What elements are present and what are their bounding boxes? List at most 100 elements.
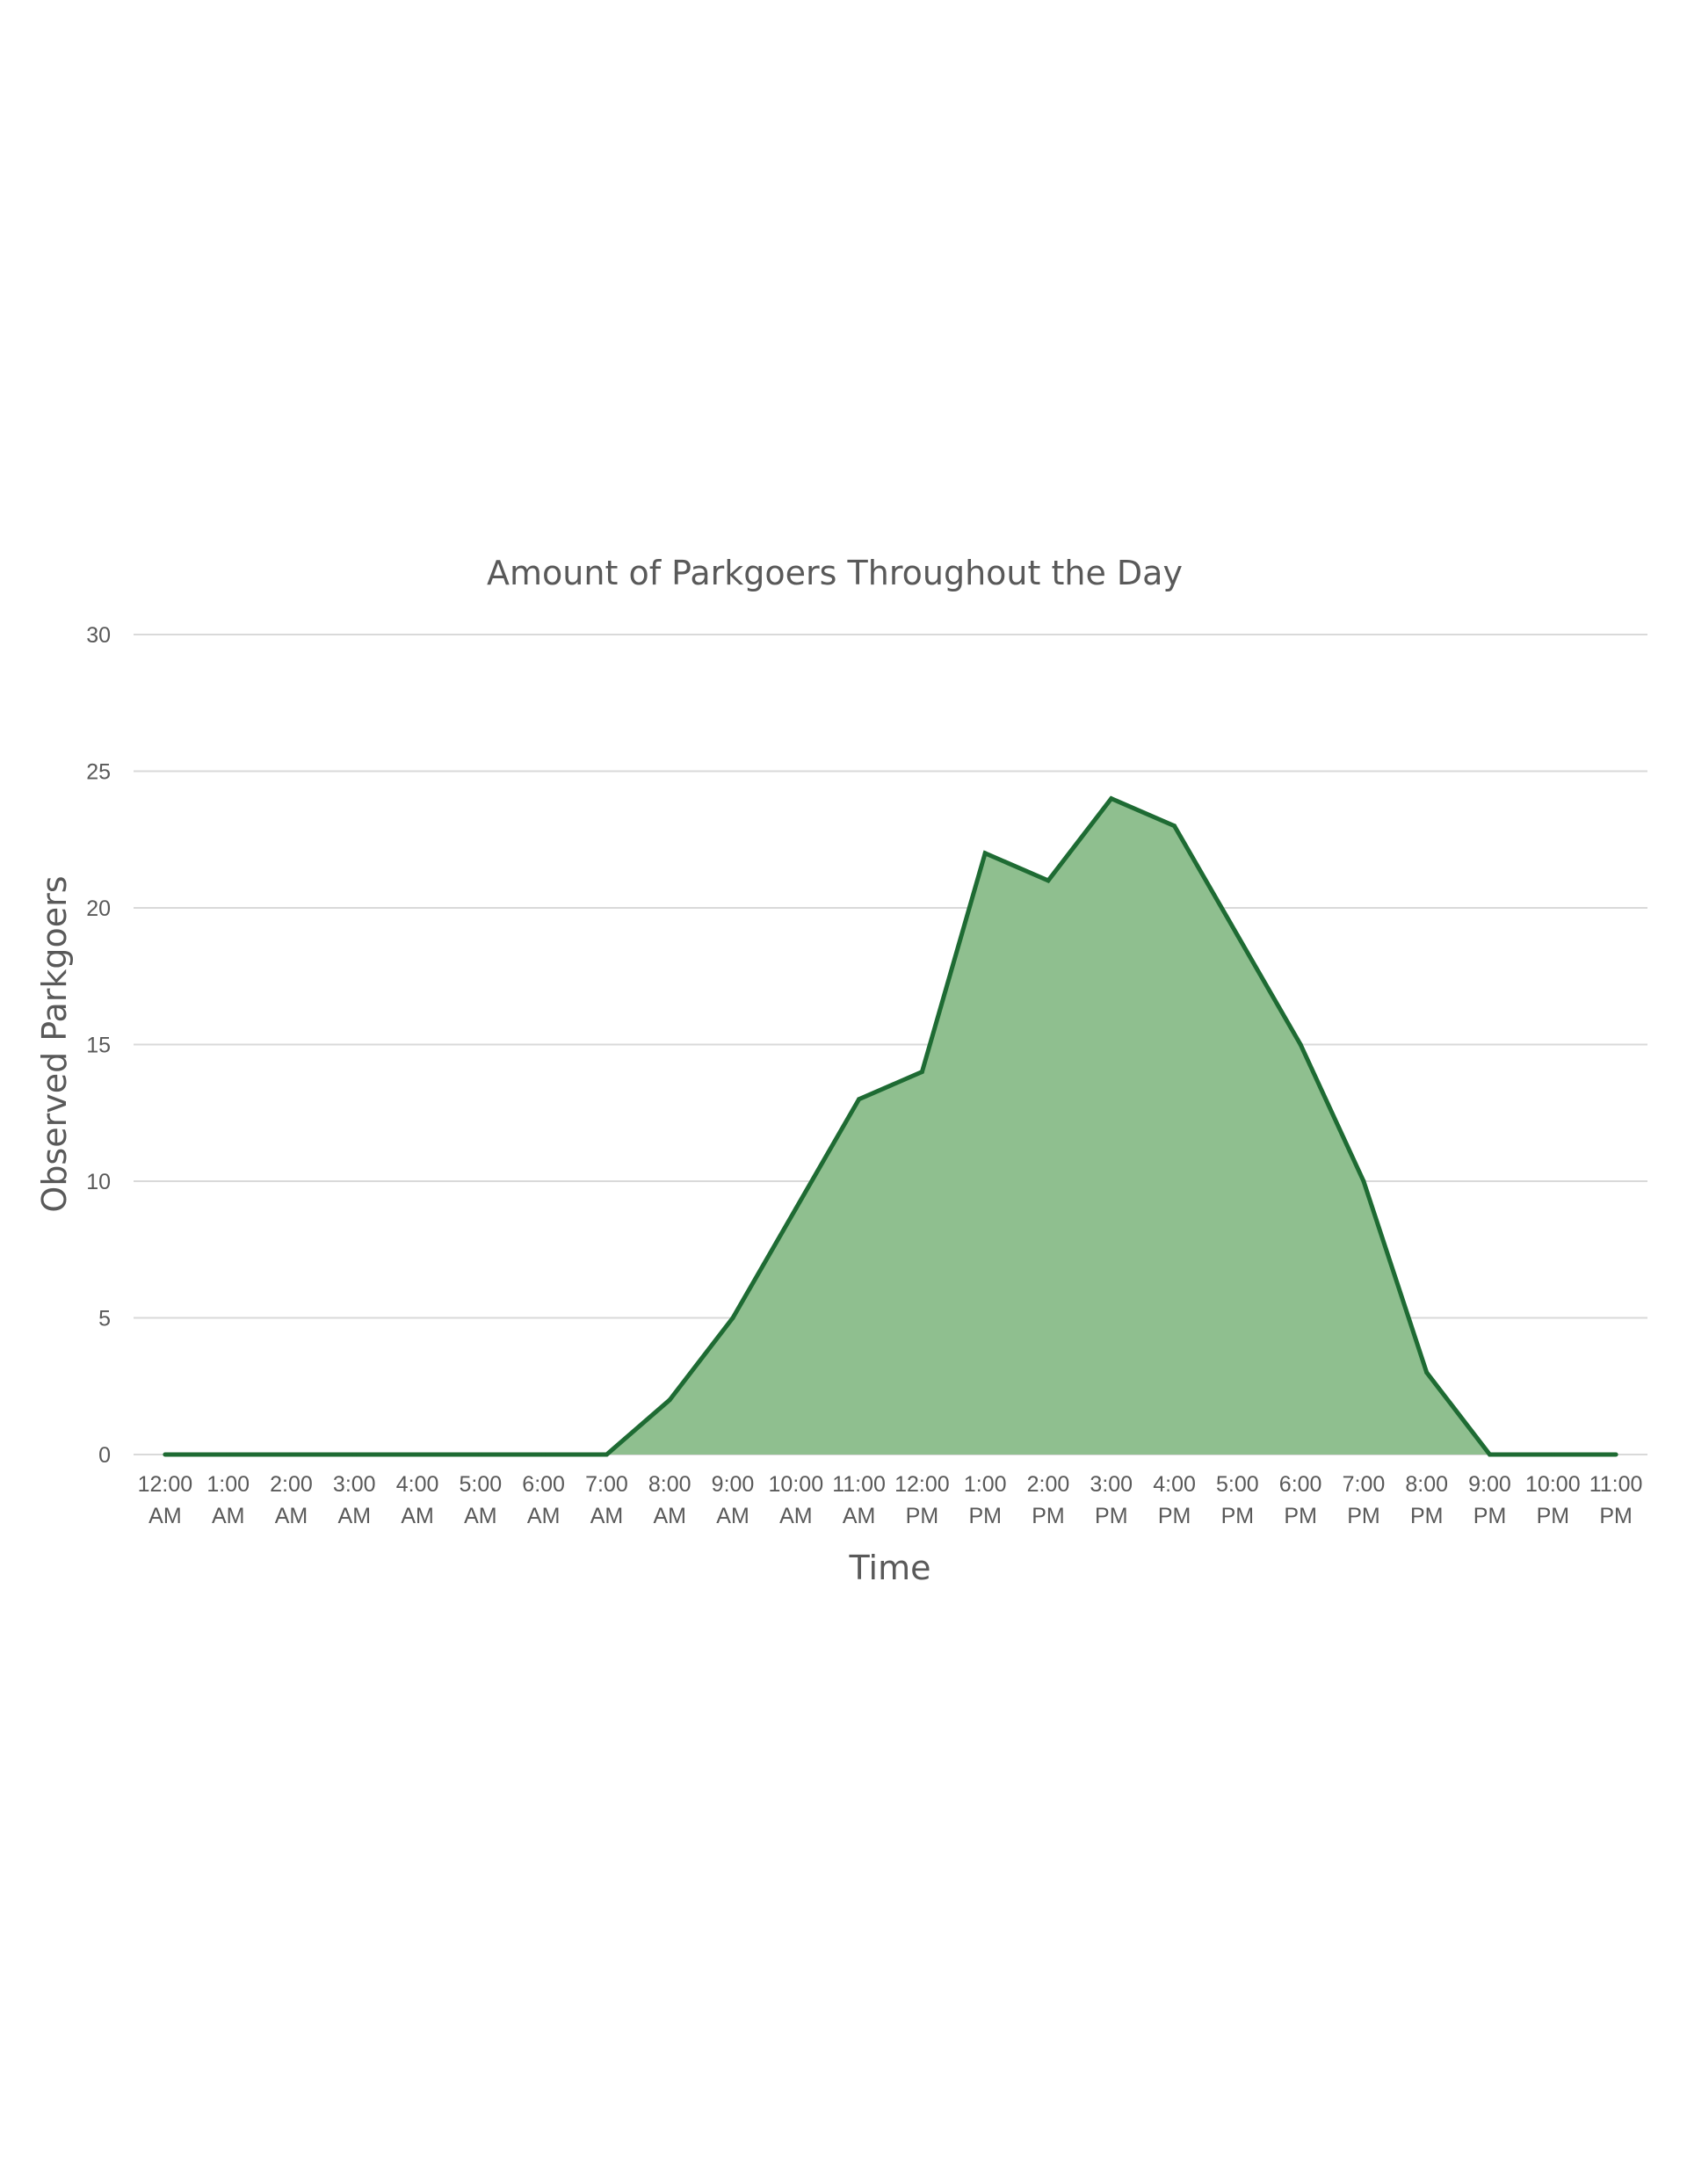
data-point <box>1172 824 1177 829</box>
x-tick-time: 4:00 <box>396 1472 439 1497</box>
x-tick-period: PM <box>906 1504 939 1528</box>
x-tick-time: 10:00 <box>1525 1472 1581 1497</box>
x-tick-label: 10:00 PM <box>1525 1472 1581 1528</box>
x-tick-time: 7:00 <box>585 1472 628 1497</box>
data-point <box>793 1206 799 1211</box>
y-tick-label: 20 <box>86 896 111 921</box>
x-tick-period: PM <box>1537 1504 1570 1528</box>
x-tick-period: AM <box>779 1504 813 1528</box>
x-tick-period: PM <box>1599 1504 1633 1528</box>
x-tick-time: 9:00 <box>1468 1472 1511 1497</box>
x-tick-time: 10:00 <box>769 1472 824 1497</box>
x-tick-period: AM <box>338 1504 372 1528</box>
x-tick-time: 8:00 <box>1405 1472 1448 1497</box>
data-point <box>1234 932 1240 938</box>
data-point <box>1298 1042 1303 1047</box>
y-tick-label: 0 <box>98 1443 111 1468</box>
x-tick-label: 12:00 PM <box>894 1472 950 1528</box>
series-line <box>164 795 1617 1457</box>
x-tick-label: 11:00 PM <box>1589 1472 1643 1528</box>
x-tick-period: PM <box>1158 1504 1191 1528</box>
data-point <box>1046 878 1051 883</box>
x-tick-period: AM <box>148 1504 182 1528</box>
x-tick-period: PM <box>1473 1504 1507 1528</box>
data-point <box>857 1097 862 1102</box>
x-tick-time: 6:00 <box>522 1472 565 1497</box>
x-tick-period: AM <box>653 1504 686 1528</box>
x-axis-title: Time <box>849 1549 931 1587</box>
x-tick-time: 1:00 <box>964 1472 1007 1497</box>
x-tick-period: AM <box>590 1504 624 1528</box>
x-tick-label: 1:00 PM <box>964 1472 1007 1528</box>
area-series <box>163 795 1618 1457</box>
x-tick-time: 4:00 <box>1153 1472 1196 1497</box>
x-tick-time: 8:00 <box>648 1472 691 1497</box>
x-tick-period: PM <box>1410 1504 1444 1528</box>
x-tick-time: 11:00 <box>832 1472 886 1497</box>
x-tick-time: 11:00 <box>1589 1472 1643 1497</box>
data-point <box>226 1452 231 1457</box>
data-point <box>288 1452 293 1457</box>
data-point <box>1613 1452 1618 1457</box>
data-point <box>667 1397 672 1403</box>
data-point <box>541 1452 547 1457</box>
x-tick-time: 2:00 <box>270 1472 313 1497</box>
chart-title: Amount of Parkgoers Throughout the Day <box>487 554 1183 592</box>
data-point <box>982 851 988 856</box>
data-point <box>604 1452 609 1457</box>
x-tick-time: 12:00 <box>138 1472 193 1497</box>
x-tick-period: AM <box>401 1504 434 1528</box>
x-tick-label: 8:00 PM <box>1405 1472 1448 1528</box>
x-tick-period: PM <box>1347 1504 1380 1528</box>
x-tick-label: 9:00 AM <box>712 1472 755 1528</box>
y-tick-label: 5 <box>98 1307 111 1331</box>
x-tick-time: 3:00 <box>333 1472 376 1497</box>
x-tick-period: AM <box>464 1504 497 1528</box>
x-tick-time: 5:00 <box>460 1472 503 1497</box>
x-tick-period: AM <box>843 1504 876 1528</box>
data-point <box>1550 1452 1555 1457</box>
data-point <box>1361 1179 1366 1184</box>
x-tick-label: 6:00 AM <box>522 1472 565 1528</box>
y-axis-ticks: 0 5 10 15 20 25 30 <box>86 623 111 1468</box>
x-tick-time: 1:00 <box>206 1472 250 1497</box>
x-tick-label: 2:00 AM <box>270 1472 313 1528</box>
x-tick-label: 9:00 PM <box>1468 1472 1511 1528</box>
x-tick-label: 4:00 PM <box>1153 1472 1196 1528</box>
x-tick-period: AM <box>527 1504 561 1528</box>
x-tick-label: 3:00 AM <box>333 1472 376 1528</box>
data-point <box>1109 796 1114 802</box>
data-point <box>730 1316 735 1320</box>
x-tick-label: 4:00 AM <box>396 1472 439 1528</box>
x-tick-label: 5:00 AM <box>460 1472 503 1528</box>
x-tick-period: AM <box>212 1504 245 1528</box>
data-point <box>163 1452 168 1457</box>
x-tick-label: 11:00 AM <box>832 1472 886 1528</box>
x-tick-time: 12:00 <box>894 1472 950 1497</box>
x-tick-label: 1:00 AM <box>206 1472 250 1528</box>
x-tick-label: 10:00 AM <box>769 1472 824 1528</box>
y-tick-label: 10 <box>86 1170 111 1194</box>
data-point <box>1424 1370 1430 1375</box>
data-point <box>478 1452 483 1457</box>
data-point <box>351 1452 357 1457</box>
x-tick-period: PM <box>968 1504 1002 1528</box>
area-fill <box>164 798 1617 1455</box>
data-point <box>415 1452 420 1457</box>
y-tick-label: 15 <box>86 1034 111 1058</box>
x-tick-time: 9:00 <box>712 1472 755 1497</box>
x-tick-period: PM <box>1284 1504 1317 1528</box>
x-tick-time: 5:00 <box>1216 1472 1259 1497</box>
y-axis-title: Observed Parkgoers <box>35 875 74 1212</box>
data-point <box>1488 1452 1493 1457</box>
y-tick-label: 30 <box>86 623 111 648</box>
x-tick-label: 2:00 PM <box>1027 1472 1070 1528</box>
x-tick-label: 7:00 AM <box>585 1472 628 1528</box>
x-tick-period: AM <box>275 1504 308 1528</box>
x-tick-period: PM <box>1032 1504 1065 1528</box>
data-point <box>919 1070 924 1075</box>
x-tick-time: 3:00 <box>1090 1472 1133 1497</box>
x-tick-period: PM <box>1095 1504 1128 1528</box>
x-tick-time: 7:00 <box>1343 1472 1386 1497</box>
